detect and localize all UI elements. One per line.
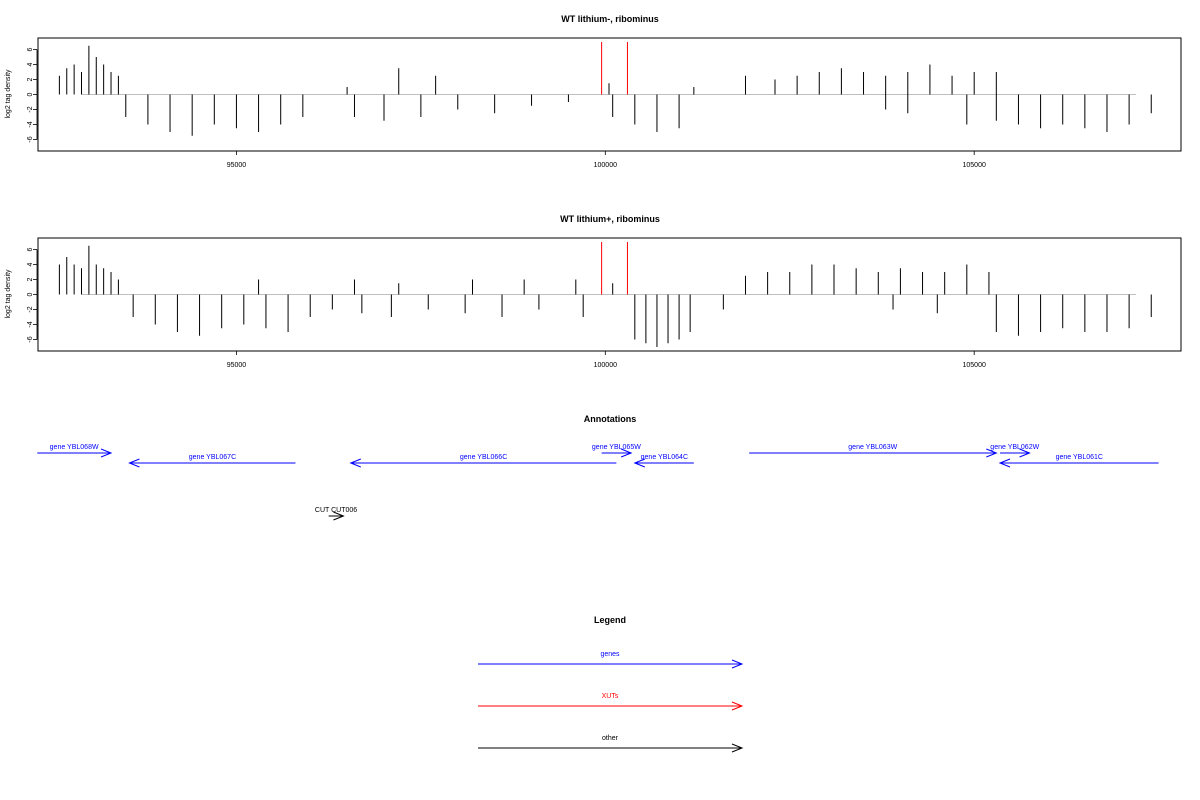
panel-1-frame: [37, 37, 1182, 152]
panel-1-title: WT lithium-, ribominus: [561, 14, 659, 24]
annotation-arrow: [328, 511, 345, 521]
annotation-arrow-head: [1019, 448, 1031, 458]
annotation-label: gene YBL061C: [1056, 454, 1103, 461]
legend-label: XUTs: [602, 693, 619, 700]
panel-1: WT lithium-, ribominus log2 tag density …: [5, 14, 1182, 169]
y-tick-label: 2: [27, 277, 34, 281]
annotation-features: gene YBL068W gene YBL067C gene YBL066C gene…: [37, 444, 1159, 521]
panel-1-bars: [58, 42, 1152, 136]
legend-arrow: [478, 743, 744, 753]
y-tick-label: 6: [27, 47, 34, 51]
annotation-label: gene YBL063W: [848, 444, 897, 451]
panel-1-ylabel: log2 tag density: [5, 69, 12, 119]
legend-panel: Legend genes XUTs other: [478, 615, 744, 753]
y-tick-label: -6: [27, 336, 34, 342]
panel-2-ylabel: log2 tag density: [5, 269, 12, 319]
annotation-arrow: [633, 458, 694, 468]
annotation-arrow-head: [986, 448, 998, 458]
legend-label: other: [602, 735, 619, 742]
x-tick-label: 100000: [594, 362, 617, 369]
panel-2-bars: [58, 242, 1152, 347]
panel-2-frame: [37, 237, 1182, 352]
annotation-arrow-head: [620, 448, 633, 458]
legend-arrow-head: [731, 701, 744, 711]
annotation-arrow-head: [349, 458, 361, 468]
y-tick-label: 2: [27, 77, 34, 81]
y-tick-label: -2: [27, 306, 34, 312]
panel-2-yaxis: -6 -4 -2 0 2 4 6: [27, 247, 38, 343]
annotation-arrow: [998, 458, 1159, 468]
y-tick-label: -2: [27, 106, 34, 112]
legend-arrow-head: [731, 743, 744, 753]
annotation-label: gene YBL068W: [50, 444, 99, 451]
annotation-arrow: [128, 458, 296, 468]
panel-1-xaxis: 95000 100000 105000: [227, 151, 986, 169]
x-tick-label: 105000: [963, 162, 986, 169]
legend-arrow-head: [731, 659, 744, 669]
y-tick-label: 6: [27, 247, 34, 251]
annotation-label: gene YBL067C: [189, 454, 236, 461]
annotation-arrow-head: [633, 458, 646, 468]
panel-2-xaxis: 95000 100000 105000: [227, 351, 986, 369]
legend-title: Legend: [594, 615, 626, 625]
y-tick-label: -4: [27, 121, 34, 127]
x-tick-label: 105000: [963, 362, 986, 369]
legend-label: genes: [600, 651, 620, 658]
annotation-label: gene YBL062W: [990, 444, 1039, 451]
annotation-arrow-head: [333, 511, 345, 521]
legend-arrow: [478, 701, 744, 711]
y-tick-label: 4: [27, 262, 34, 266]
legend-items: genes XUTs other: [478, 651, 744, 753]
y-tick-label: 4: [27, 62, 34, 66]
x-tick-label: 95000: [227, 162, 247, 169]
annotation-label: gene YBL066C: [460, 454, 507, 461]
annotation-label: gene YBL065W: [592, 444, 641, 451]
annotations-title: Annotations: [584, 414, 637, 424]
annotation-arrow: [601, 448, 633, 458]
annotation-arrow: [1000, 448, 1031, 458]
annotation-arrow-head: [998, 458, 1011, 468]
annotation-arrow-head: [128, 458, 140, 468]
annotation-label: gene YBL064C: [641, 454, 688, 461]
x-tick-label: 95000: [227, 362, 247, 369]
annotation-arrow-head: [100, 448, 113, 458]
panel-1-yaxis: -6 -4 -2 0 2 4 6: [27, 47, 38, 143]
y-tick-label: -4: [27, 321, 34, 327]
panel-2: WT lithium+, ribominus log2 tag density …: [5, 214, 1182, 369]
annotation-arrow: [749, 448, 998, 458]
x-tick-label: 100000: [594, 162, 617, 169]
y-tick-label: -6: [27, 136, 34, 142]
y-tick-label: 0: [27, 92, 34, 96]
annotation-label: CUT CUT006: [315, 507, 357, 514]
y-tick-label: 0: [27, 292, 34, 296]
annotation-arrow: [349, 458, 617, 468]
annotation-arrow: [37, 448, 113, 458]
legend-arrow: [478, 659, 744, 669]
panel-2-title: WT lithium+, ribominus: [560, 214, 660, 224]
